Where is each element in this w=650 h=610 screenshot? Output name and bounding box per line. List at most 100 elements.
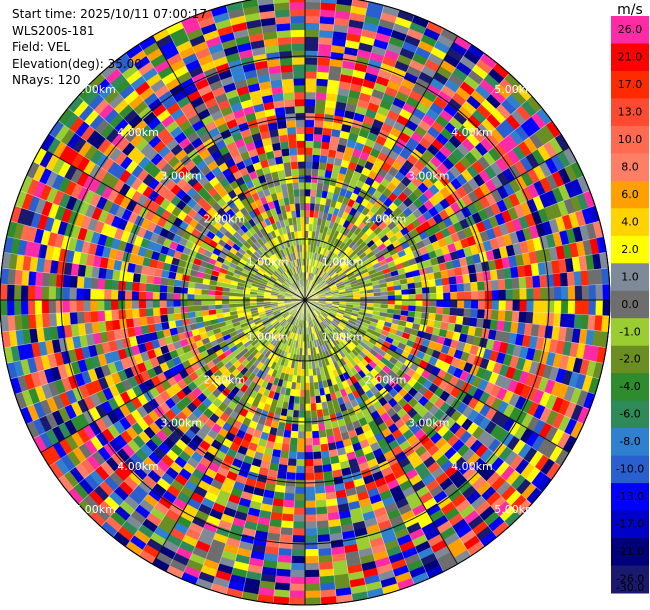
range-gate <box>310 175 319 184</box>
range-gate <box>304 521 318 530</box>
range-gate <box>304 382 310 391</box>
range-gate <box>318 568 335 578</box>
range-gate <box>200 299 209 306</box>
range-gate <box>69 299 77 313</box>
range-gate <box>290 22 306 31</box>
range-gate <box>315 506 328 515</box>
range-gate <box>146 315 155 326</box>
range-gate <box>300 216 306 225</box>
range-gate <box>138 299 147 309</box>
range-gate <box>294 112 306 121</box>
range-gate <box>131 281 140 292</box>
range-gate <box>296 445 306 453</box>
range-gate <box>318 561 334 571</box>
range-gate <box>304 500 317 509</box>
range-gate <box>281 513 295 522</box>
range-gate <box>286 126 297 135</box>
range-gate <box>469 317 478 328</box>
range-gate <box>153 314 162 325</box>
range-gate <box>574 299 583 315</box>
range-gate <box>304 77 317 86</box>
range-gate <box>435 306 444 315</box>
range-gate <box>104 309 113 322</box>
range-gate <box>573 313 583 330</box>
range-gate <box>76 299 84 313</box>
range-gate <box>277 464 288 473</box>
range-gate <box>200 294 209 301</box>
range-gate <box>90 277 99 290</box>
range-gate <box>319 436 329 446</box>
range-gate <box>304 590 321 599</box>
range-gate <box>277 36 292 46</box>
range-gate <box>286 465 297 474</box>
range-gate <box>280 64 294 73</box>
range-gate <box>300 375 306 384</box>
range-gate <box>131 308 140 319</box>
range-gate <box>283 499 295 508</box>
range-gate <box>297 431 306 439</box>
range-gate <box>0 299 8 317</box>
range-gate <box>317 547 333 557</box>
range-gate <box>318 554 333 564</box>
range-gate <box>304 396 311 405</box>
range-gate <box>504 310 513 322</box>
range-gate <box>311 423 320 432</box>
range-gate <box>294 479 306 488</box>
range-gate <box>436 299 444 308</box>
range-gate <box>408 305 417 312</box>
range-gate <box>525 311 534 325</box>
range-gate <box>292 182 300 190</box>
range-gate <box>281 78 295 87</box>
range-gate <box>294 98 306 107</box>
range-gate <box>76 275 85 289</box>
range-gate <box>422 299 431 307</box>
range-gate <box>304 562 320 571</box>
range-gate <box>27 299 36 315</box>
range-gate <box>312 451 322 460</box>
range-gate <box>27 270 37 287</box>
range-gate <box>380 299 389 305</box>
range-gate <box>145 307 154 317</box>
range-gate <box>138 308 147 318</box>
range-gate <box>491 299 500 311</box>
range-gate <box>463 308 472 318</box>
range-gate <box>457 299 465 309</box>
range-gate <box>450 299 458 309</box>
range-gate <box>304 71 318 79</box>
range-gate <box>277 43 293 53</box>
range-gate <box>588 299 597 316</box>
range-gate <box>290 569 306 578</box>
range-gate <box>117 299 126 311</box>
range-gate <box>315 513 329 522</box>
range-gate <box>316 71 330 80</box>
range-gate <box>290 562 306 571</box>
range-gate <box>304 209 310 218</box>
range-gate <box>314 485 326 495</box>
range-gate <box>283 92 295 101</box>
range-gate <box>304 472 315 481</box>
range-gate <box>313 465 324 474</box>
range-gate <box>455 315 464 326</box>
range-gate <box>289 8 306 17</box>
range-gate <box>304 431 313 439</box>
range-gate <box>297 424 306 432</box>
range-gate <box>124 280 133 292</box>
range-gate <box>533 299 541 313</box>
range-gate <box>292 57 306 65</box>
range-gate <box>289 0 306 3</box>
range-gate <box>281 154 291 164</box>
range-gate <box>292 410 300 418</box>
range-gate <box>287 458 297 467</box>
range-gate <box>131 290 140 301</box>
range-gate <box>448 314 457 325</box>
range-gate <box>304 479 316 488</box>
range-gate <box>443 299 451 308</box>
range-gate <box>463 299 472 309</box>
range-gate <box>442 307 451 316</box>
range-gate <box>567 299 576 315</box>
range-gate <box>456 307 465 317</box>
range-gate <box>312 444 322 453</box>
range-gate <box>310 410 318 418</box>
range-gate <box>193 305 202 312</box>
range-gate <box>518 310 527 324</box>
